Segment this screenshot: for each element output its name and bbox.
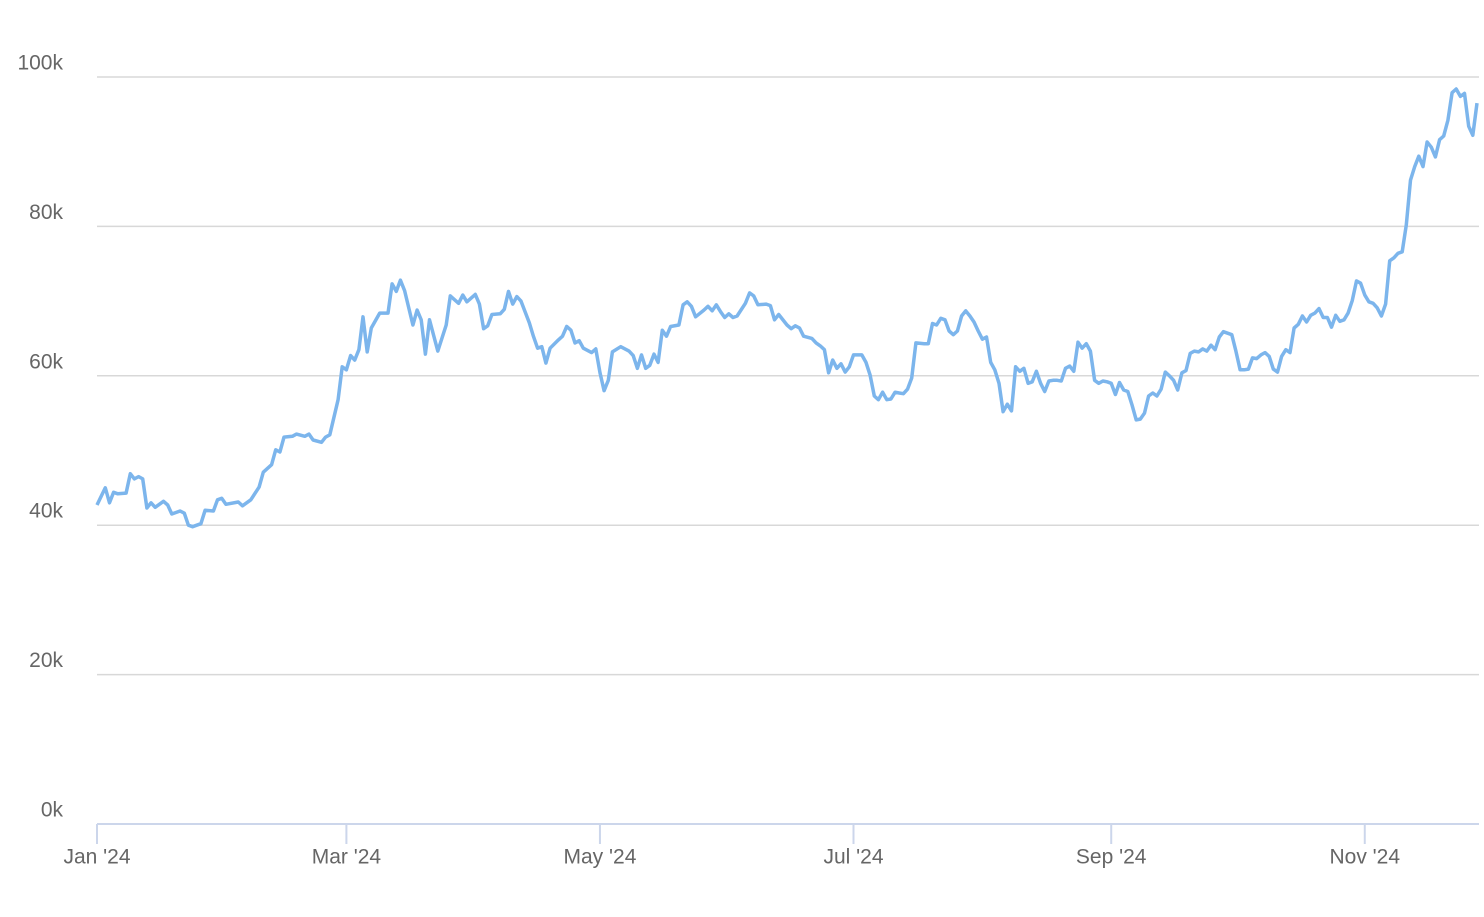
y-tick-label: 0k [41,799,64,822]
x-tick-label: May '24 [564,846,637,869]
x-tick-label: Jan '24 [63,846,130,869]
x-tick-label: Nov '24 [1329,846,1400,869]
x-tick-label: Mar '24 [312,846,382,869]
line [95,87,1479,529]
y-tick-label: 40k [29,500,63,523]
y-tick-label: 20k [29,649,63,672]
x-tick-label: Jul '24 [823,846,883,869]
x-tick-label: Sep '24 [1076,846,1147,869]
y-tick-label: 80k [29,201,63,224]
y-tick-label: 60k [29,350,63,373]
y-tick-label: 100k [17,52,63,75]
